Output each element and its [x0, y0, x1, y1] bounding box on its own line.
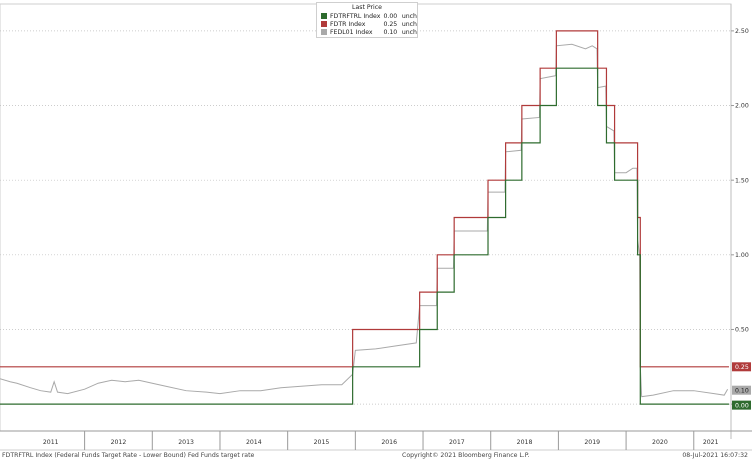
value-badge-label: 0.00 — [735, 402, 749, 409]
footer-timestamp: 08-Jul-2021 16:07:32 — [682, 452, 748, 459]
legend-change: unch — [401, 12, 417, 20]
x-tick-label: 2018 — [517, 439, 533, 446]
y-tick-label: 2.50 — [735, 28, 749, 35]
legend-name: FDTRFTRL Index — [330, 12, 381, 20]
value-badge-label: 0.10 — [735, 387, 749, 394]
x-tick-label: 2012 — [111, 439, 127, 446]
legend-value: 0.00 — [383, 12, 398, 20]
legend: Last Price FDTRFTRL Index 0.00 unch FDTR… — [316, 2, 418, 38]
x-tick-label: 2016 — [381, 439, 397, 446]
series-line-fdtr — [0, 30, 729, 368]
legend-swatch-fedl01 — [321, 29, 327, 35]
legend-change: unch — [401, 28, 417, 36]
x-tick-label: 2015 — [314, 439, 330, 446]
x-tick-label: 2019 — [584, 439, 600, 446]
value-badge-label: 0.25 — [735, 364, 749, 371]
value-badge-bg — [732, 400, 751, 410]
x-tick-label: 2017 — [449, 439, 465, 446]
legend-row-fedl01: FEDL01 Index 0.10 unch — [317, 28, 417, 36]
legend-swatch-fdtrftrl — [321, 13, 327, 19]
x-tick-label: 2011 — [43, 439, 59, 446]
x-tick-label: 2020 — [652, 439, 668, 446]
value-badge-bg — [732, 362, 751, 372]
x-tick-label: 2021 — [703, 439, 719, 446]
value-badge-bg — [732, 385, 751, 395]
legend-change: unch — [401, 20, 417, 28]
y-tick-label: 0.50 — [735, 327, 749, 334]
legend-name: FEDL01 Index — [330, 28, 373, 36]
y-tick-label: 1.50 — [735, 177, 749, 184]
x-tick-label: 2014 — [246, 439, 262, 446]
legend-name: FDTR Index — [330, 20, 366, 28]
y-tick-label: 1.00 — [735, 252, 749, 259]
footer-description: FDTRFTRL Index (Federal Funds Target Rat… — [2, 452, 255, 459]
legend-title: Last Price — [352, 4, 382, 11]
legend-value: 0.25 — [383, 20, 398, 28]
chart: 0.00 0.50 1.00 1.50 2.00 2.50 2011 2012 2013 2014… — [0, 3, 752, 451]
legend-value: 0.10 — [383, 28, 398, 36]
legend-row-fdtr: FDTR Index 0.25 unch — [317, 20, 417, 28]
legend-row-fdtrftrl: FDTRFTRL Index 0.00 unch — [317, 12, 417, 20]
y-tick-label: 2.00 — [735, 103, 749, 110]
legend-swatch-fdtr — [321, 21, 327, 27]
series-line-fedl01 — [0, 43, 729, 398]
footer-copyright: Copyright© 2021 Bloomberg Finance L.P. — [402, 452, 530, 459]
x-tick-label: 2013 — [178, 439, 194, 446]
series-line-fdtrftrl — [0, 67, 729, 405]
